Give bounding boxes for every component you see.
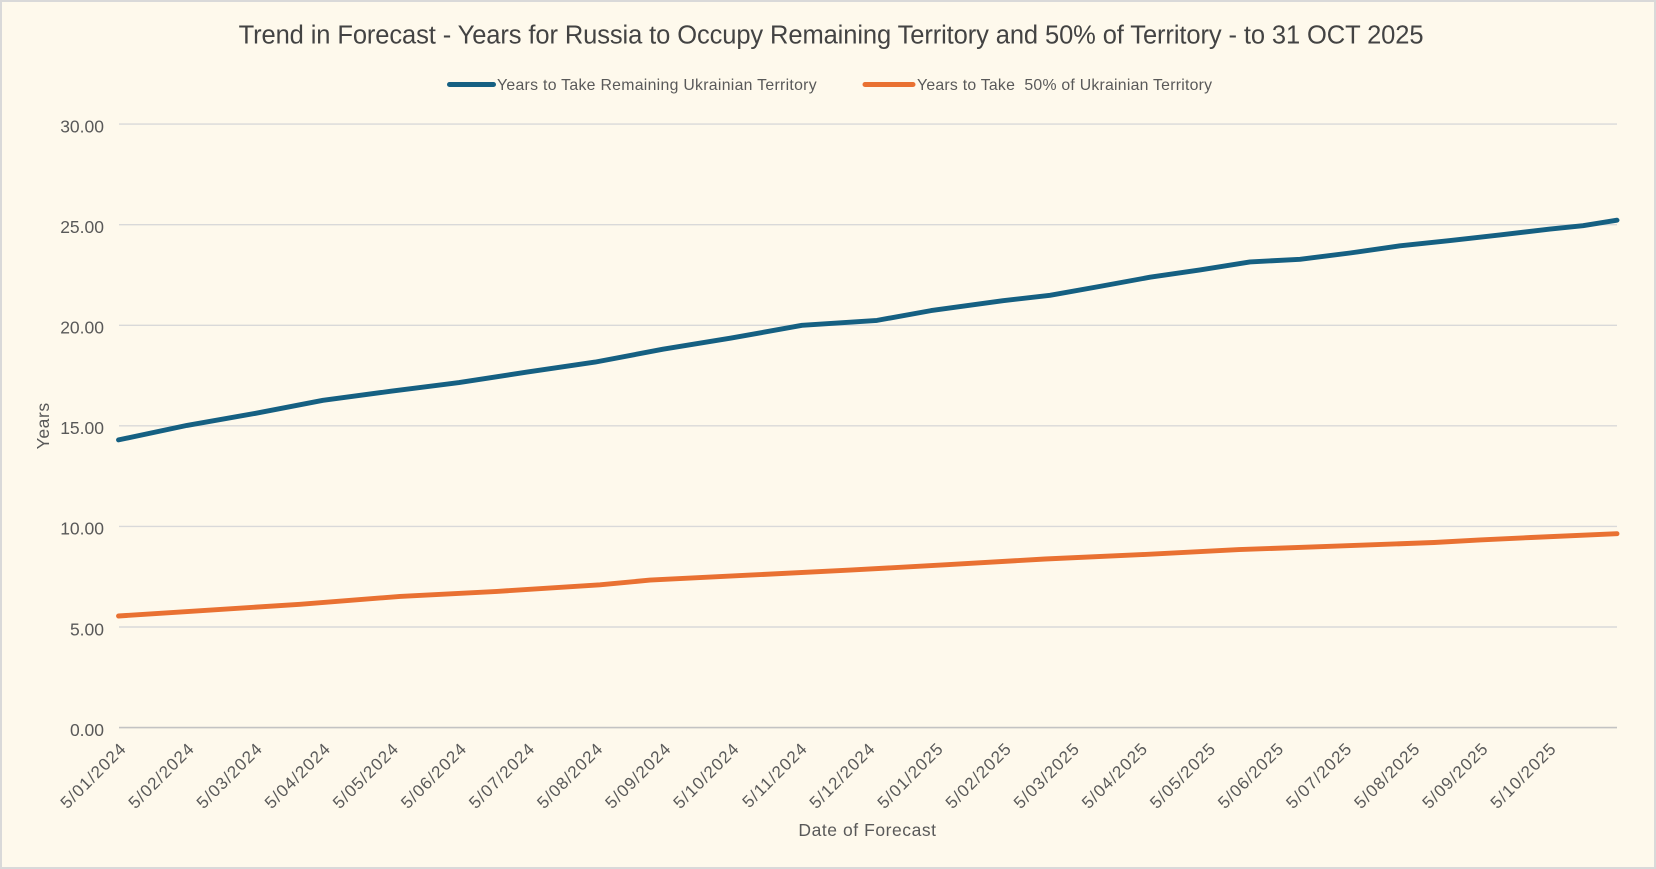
svg-text:Years: Years — [33, 402, 53, 449]
svg-text:Trend in Forecast - Years for: Trend in Forecast - Years for Russia to … — [239, 22, 1424, 50]
svg-text:Years to Take 50% of Ukrainia: Years to Take 50% of Ukrainian Territory — [917, 77, 1212, 94]
svg-text:10.00: 10.00 — [60, 519, 104, 539]
svg-text:15.00: 15.00 — [60, 418, 104, 438]
svg-text:20.00: 20.00 — [60, 318, 104, 338]
svg-text:Date of Forecast: Date of Forecast — [798, 820, 936, 840]
svg-text:0.00: 0.00 — [70, 720, 104, 740]
svg-text:Years to Take Remaining Ukrain: Years to Take Remaining Ukrainian Territ… — [497, 77, 817, 94]
svg-text:25.00: 25.00 — [60, 217, 104, 237]
svg-text:5.00: 5.00 — [70, 619, 104, 639]
svg-text:30.00: 30.00 — [60, 116, 104, 136]
